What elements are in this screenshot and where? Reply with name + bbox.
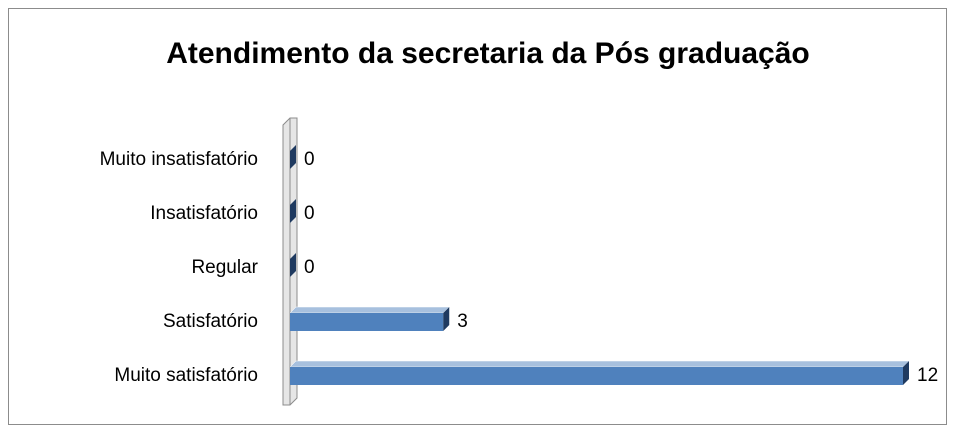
data-label: 0 <box>304 203 315 224</box>
chart-frame <box>8 8 947 425</box>
y-tick-label: Muito satisfatório <box>114 365 258 386</box>
bar-face <box>290 253 296 277</box>
bar-face <box>290 313 444 331</box>
y-tick-label: Muito insatisfatório <box>100 149 258 170</box>
y-tick-label: Satisfatório <box>163 311 258 332</box>
y-tick-label: Regular <box>191 257 258 278</box>
data-label: 3 <box>457 311 468 332</box>
y-tick-label: Insatisfatório <box>150 203 258 224</box>
bar <box>289 360 910 385</box>
data-label: 0 <box>304 257 315 278</box>
bar <box>290 199 296 223</box>
bar <box>290 145 296 169</box>
bar <box>289 306 450 331</box>
chart-title: Atendimento da secretaria da Pós graduaç… <box>166 37 810 70</box>
bar-face <box>289 360 910 368</box>
bar-face <box>289 306 450 314</box>
data-label: 0 <box>304 149 315 170</box>
data-label: 12 <box>917 365 938 386</box>
bar-face <box>443 307 450 331</box>
bar-face <box>903 361 909 385</box>
bar <box>290 253 296 277</box>
bar-face <box>290 145 296 169</box>
bar-face <box>290 199 296 223</box>
bar-face <box>290 367 903 385</box>
